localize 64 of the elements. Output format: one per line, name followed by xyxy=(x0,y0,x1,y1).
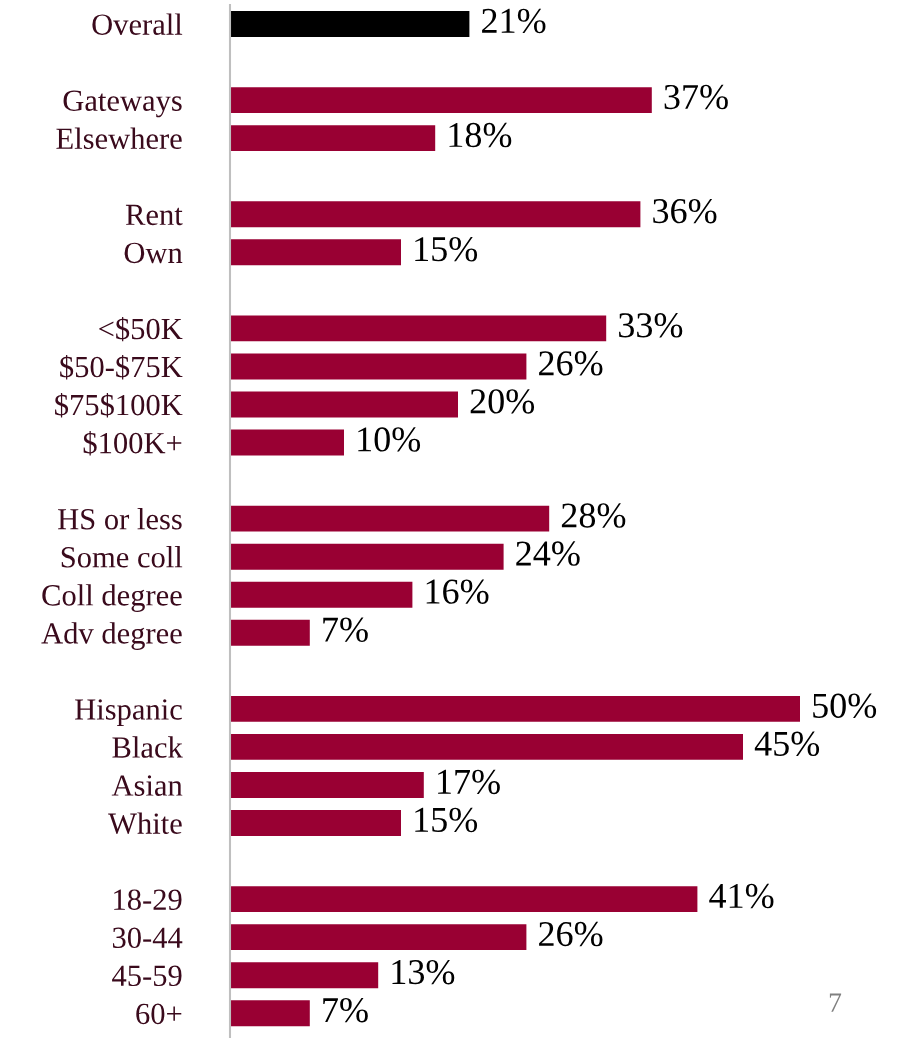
y-tick-label: Some coll xyxy=(61,546,183,568)
data-label: 7% xyxy=(323,617,368,642)
data-label: 36% xyxy=(653,198,717,224)
bar xyxy=(230,619,310,646)
y-tick-label: Own xyxy=(124,242,183,264)
data-label: 17% xyxy=(438,769,500,795)
y-tick-label: 18-29 xyxy=(114,889,182,911)
data-label: 21% xyxy=(482,8,546,34)
bar xyxy=(230,772,424,798)
data-label: 20% xyxy=(470,389,535,414)
y-tick-label: Coll degree xyxy=(42,584,182,612)
data-label: 26% xyxy=(539,921,603,947)
y-tick-label: <$50K xyxy=(99,316,183,342)
y-tick-label: Overall xyxy=(92,13,183,35)
y-tick-label: Asian xyxy=(111,775,183,796)
data-label: 24% xyxy=(516,541,580,566)
y-tick-label: Hispanic xyxy=(75,699,182,726)
y-tick-label: Elsewhere xyxy=(56,127,182,150)
data-label: 15% xyxy=(415,807,478,833)
bar xyxy=(230,734,743,760)
y-tick-label: Adv degree xyxy=(41,622,182,650)
y-tick-label: Rent xyxy=(125,204,183,226)
y-tick-label: Black xyxy=(112,736,183,758)
bar xyxy=(230,924,527,951)
data-label: 33% xyxy=(619,313,683,338)
bar xyxy=(230,315,607,342)
data-label: 16% xyxy=(426,579,489,604)
data-label: 10% xyxy=(358,427,421,452)
bar xyxy=(230,201,641,228)
bar xyxy=(230,505,550,532)
bar xyxy=(230,353,527,380)
bar xyxy=(230,391,458,418)
data-label: 18% xyxy=(449,122,512,148)
data-label: 7% xyxy=(323,997,368,1023)
y-tick-label: 60+ xyxy=(136,1003,182,1025)
bar xyxy=(230,695,800,722)
bar xyxy=(230,87,652,114)
data-label: 41% xyxy=(709,883,774,909)
y-tick-label: HS or less xyxy=(58,508,182,530)
data-label: 28% xyxy=(561,503,626,528)
bar xyxy=(230,429,344,456)
y-tick-label: 45-59 xyxy=(112,965,182,987)
bar xyxy=(230,239,401,266)
bar xyxy=(230,810,401,836)
bar xyxy=(230,886,698,913)
data-label: 45% xyxy=(754,731,820,757)
data-label: 37% xyxy=(664,84,728,110)
data-label: 15% xyxy=(415,236,478,262)
y-tick-label: $50-$75K xyxy=(60,354,183,380)
data-label: 13% xyxy=(392,959,455,985)
bar xyxy=(230,11,470,37)
y-tick-label: $75$100K xyxy=(55,392,183,418)
data-label: 26% xyxy=(539,351,603,376)
data-label: 50% xyxy=(813,693,877,719)
y-tick-label: White xyxy=(108,812,182,835)
y-tick-label: Gateways xyxy=(63,90,182,118)
bar xyxy=(230,543,504,570)
bar xyxy=(230,1000,310,1027)
bar xyxy=(230,125,436,152)
bar xyxy=(230,581,413,608)
text: 7 xyxy=(829,993,842,1012)
y-tick-label: $100K+ xyxy=(83,431,182,456)
bar xyxy=(230,962,379,989)
y-tick-label: 30-44 xyxy=(112,927,183,949)
